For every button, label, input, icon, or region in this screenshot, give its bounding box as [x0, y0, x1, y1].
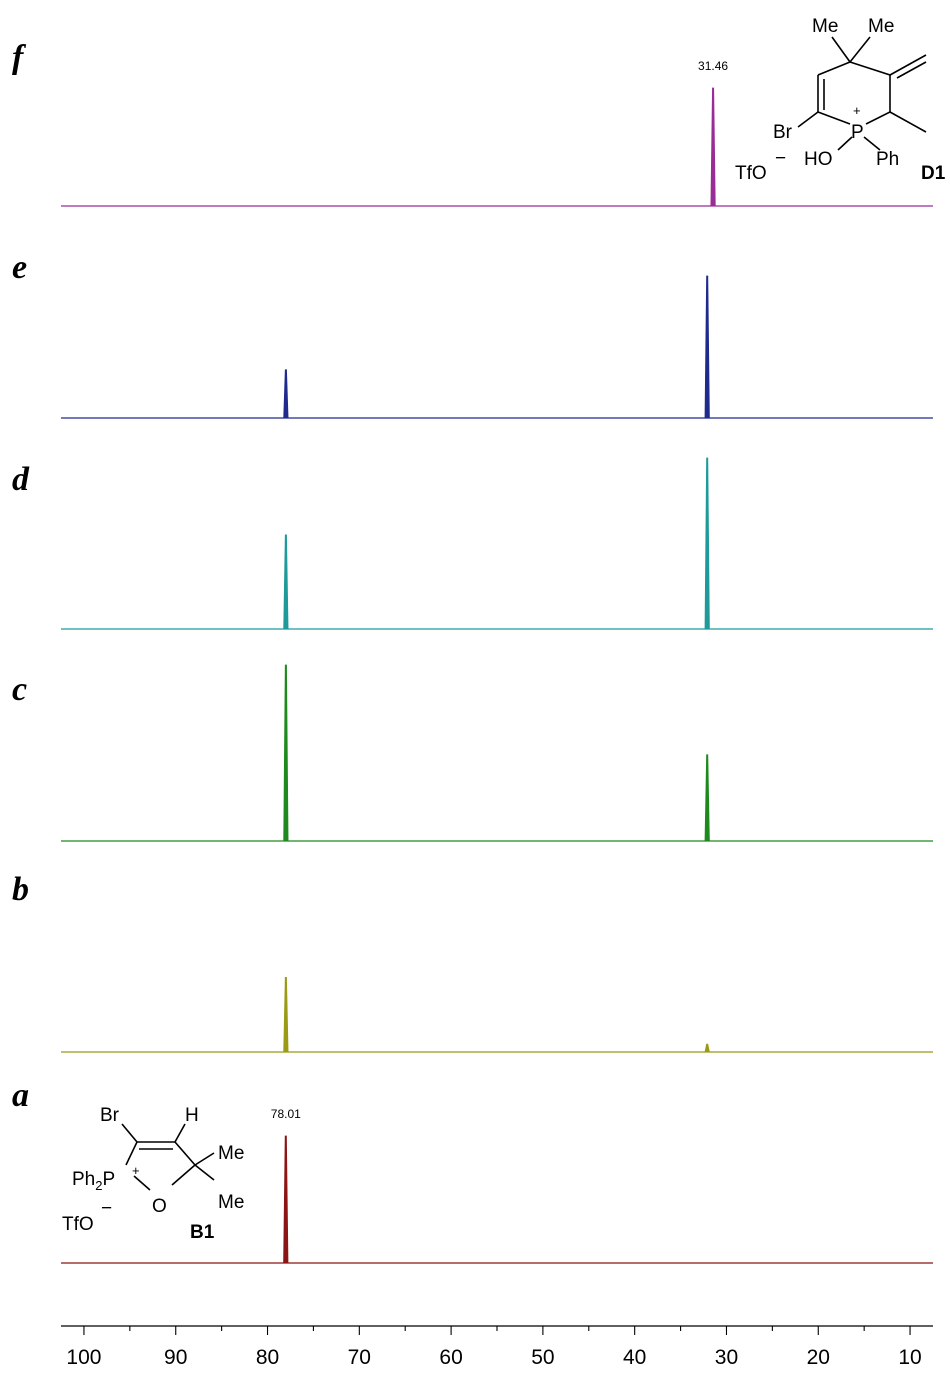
d1-ho: HO: [804, 149, 833, 170]
b1-h: H: [185, 1105, 199, 1126]
d1-charge: +: [853, 103, 861, 118]
x-axis: 100 90 80 70 60 50 40 30 20 10: [61, 1325, 933, 1369]
b1-compound-label: B1: [190, 1222, 215, 1243]
peak-label-f: 31.46: [698, 59, 728, 73]
trace-letter-e: e: [12, 249, 27, 286]
trace-letter-b: b: [12, 871, 29, 908]
b1-me-lower: Me: [218, 1192, 244, 1213]
spectra-traces: 31.46 f e d c b 78.01 a: [12, 39, 933, 1264]
tick-label-10: 10: [898, 1346, 921, 1369]
peak-e-1: [704, 275, 710, 419]
structure-b1: Br H Me Me Ph2P + O TfO − B1: [62, 1105, 244, 1243]
peak-f-0: [710, 87, 716, 207]
b1-o-atom: O: [152, 1196, 167, 1217]
tick-label-80: 80: [256, 1346, 279, 1369]
peak-d-1: [704, 457, 710, 630]
tick-label-70: 70: [348, 1346, 371, 1369]
trace-e: e: [12, 249, 933, 419]
trace-d: d: [12, 457, 933, 630]
peak-d-0: [283, 534, 289, 630]
tick-label-60: 60: [439, 1346, 462, 1369]
tick-label-100: 100: [66, 1346, 101, 1369]
d1-br: Br: [773, 122, 793, 143]
peak-label-a: 78.01: [271, 1107, 301, 1121]
peak-c-1: [704, 754, 710, 842]
peak-a-0: [283, 1135, 289, 1264]
tick-label-20: 20: [807, 1346, 830, 1369]
trace-a: 78.01 a: [12, 1077, 933, 1264]
b1-counter-charge: −: [101, 1198, 112, 1219]
b1-me-upper: Me: [218, 1143, 244, 1164]
b1-charge: +: [132, 1163, 140, 1178]
tick-label-30: 30: [715, 1346, 738, 1369]
peak-c-0: [283, 664, 289, 842]
d1-compound-label: D1: [921, 163, 946, 184]
tick-label-90: 90: [164, 1346, 187, 1369]
d1-me-left: Me: [812, 16, 838, 37]
b1-counter-ion: TfO: [62, 1214, 94, 1235]
trace-letter-f: f: [12, 39, 27, 76]
d1-me-right: Me: [868, 16, 894, 37]
trace-c: c: [12, 664, 933, 842]
trace-b: b: [12, 871, 933, 1053]
d1-ph: Ph: [876, 149, 899, 170]
trace-f: 31.46 f: [12, 39, 933, 207]
trace-letter-a: a: [12, 1077, 29, 1114]
b1-ph: Ph: [72, 1169, 95, 1190]
structure-d1: Me Me + P Br HO Ph TfO − D1: [735, 16, 946, 184]
d1-counter-ion: TfO: [735, 163, 767, 184]
trace-letter-c: c: [12, 671, 27, 708]
peak-b-0: [283, 977, 289, 1053]
b1-p-atom: P: [102, 1169, 115, 1190]
tick-label-50: 50: [531, 1346, 554, 1369]
d1-counter-charge: −: [775, 148, 786, 169]
peak-e-0: [283, 369, 289, 419]
d1-p-atom: P: [851, 122, 864, 143]
trace-letter-d: d: [12, 461, 30, 498]
peak-b-1: [704, 1043, 710, 1053]
b1-br: Br: [100, 1105, 120, 1126]
tick-label-40: 40: [623, 1346, 646, 1369]
b1-ph2p: Ph2P: [72, 1169, 115, 1193]
b1-ph-subscript: 2: [95, 1178, 102, 1193]
